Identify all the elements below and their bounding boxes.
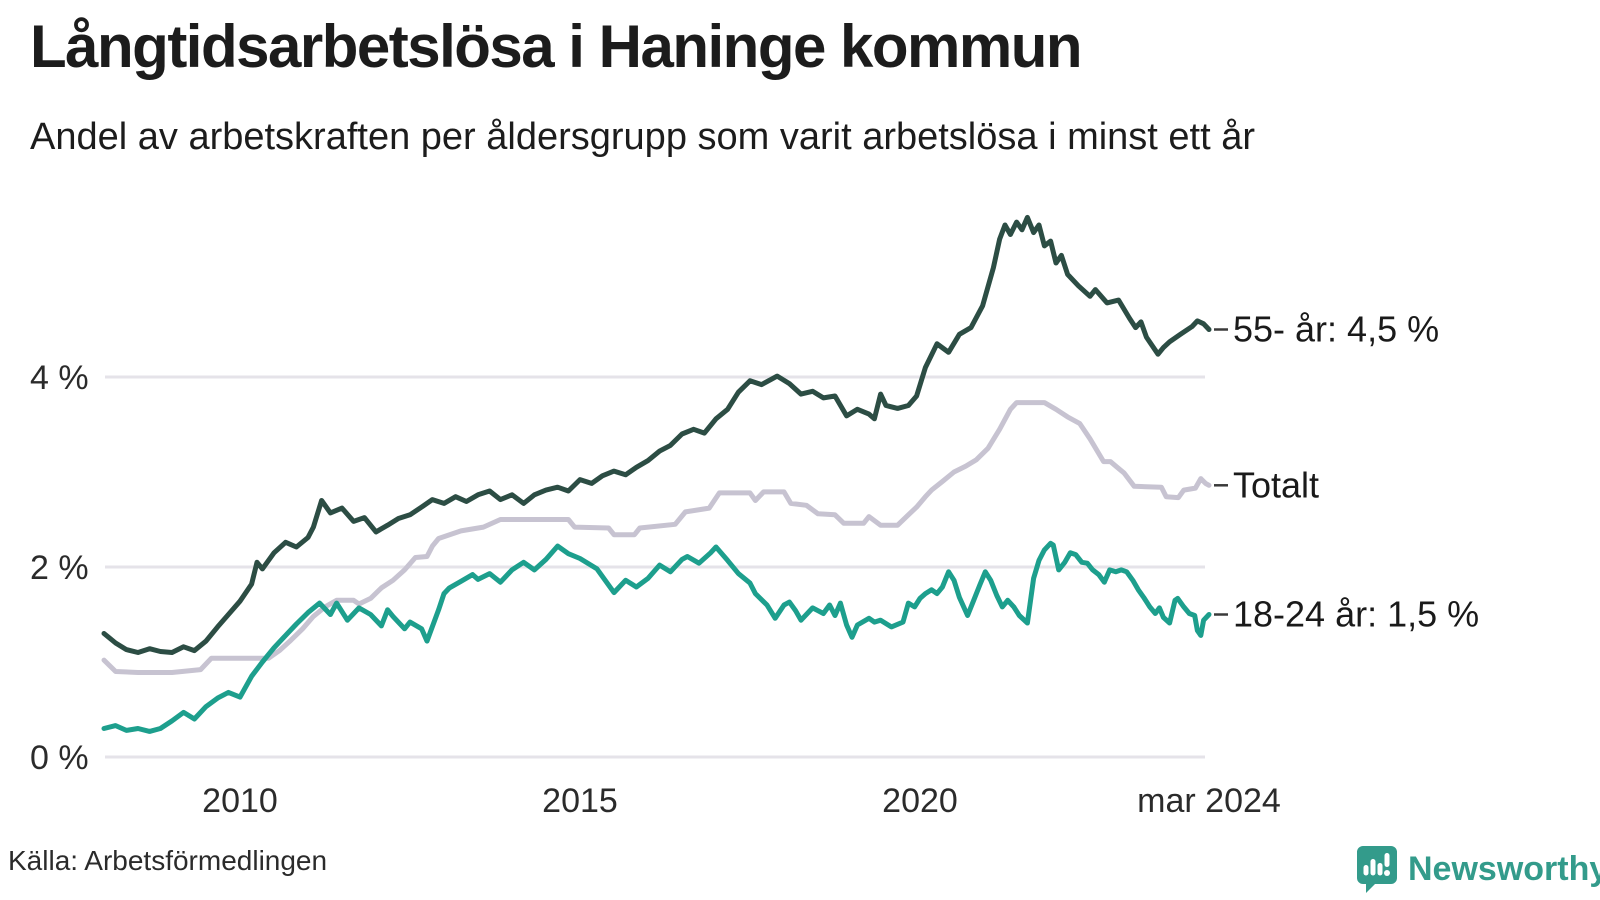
y-tick-label-0: 0 % — [30, 739, 89, 777]
series-line-55 — [101, 214, 1212, 655]
newsworthy-logo-text: Newsworthy — [1408, 849, 1600, 888]
page-subtitle: Andel av arbetskraften per åldersgrupp s… — [30, 116, 1256, 158]
series-end-label-18-24: 18-24 år: 1,5 % — [1233, 594, 1479, 635]
logo-bar-small — [1363, 865, 1369, 876]
x-tick-label-2010: 2010 — [202, 782, 278, 820]
newsworthy-logo-icon — [1357, 846, 1397, 893]
source-note: Källa: Arbetsförmedlingen — [8, 845, 328, 876]
series-end-label-55: 55- år: 4,5 % — [1233, 309, 1439, 350]
newsworthy-logo: Newsworthy — [1356, 845, 1600, 893]
page-title: Långtidsarbetslösa i Haninge kommun — [30, 13, 1083, 80]
logo-exclamation-dot — [1384, 870, 1390, 876]
logo-bar-tall — [1370, 859, 1376, 876]
y-tick-label-4: 4 % — [30, 359, 89, 397]
logo-bar-medium — [1377, 863, 1383, 876]
series-line-18-24 — [101, 540, 1212, 734]
series-line-totalt — [101, 400, 1212, 675]
x-tick-label-2020: 2020 — [882, 782, 958, 820]
logo-exclamation-bar — [1384, 853, 1390, 867]
x-tick-label-mar-2024: mar 2024 — [1137, 782, 1281, 820]
series-end-label-totalt: Totalt — [1233, 464, 1319, 505]
y-tick-label-2: 2 % — [30, 549, 89, 587]
x-tick-label-2015: 2015 — [542, 782, 618, 820]
